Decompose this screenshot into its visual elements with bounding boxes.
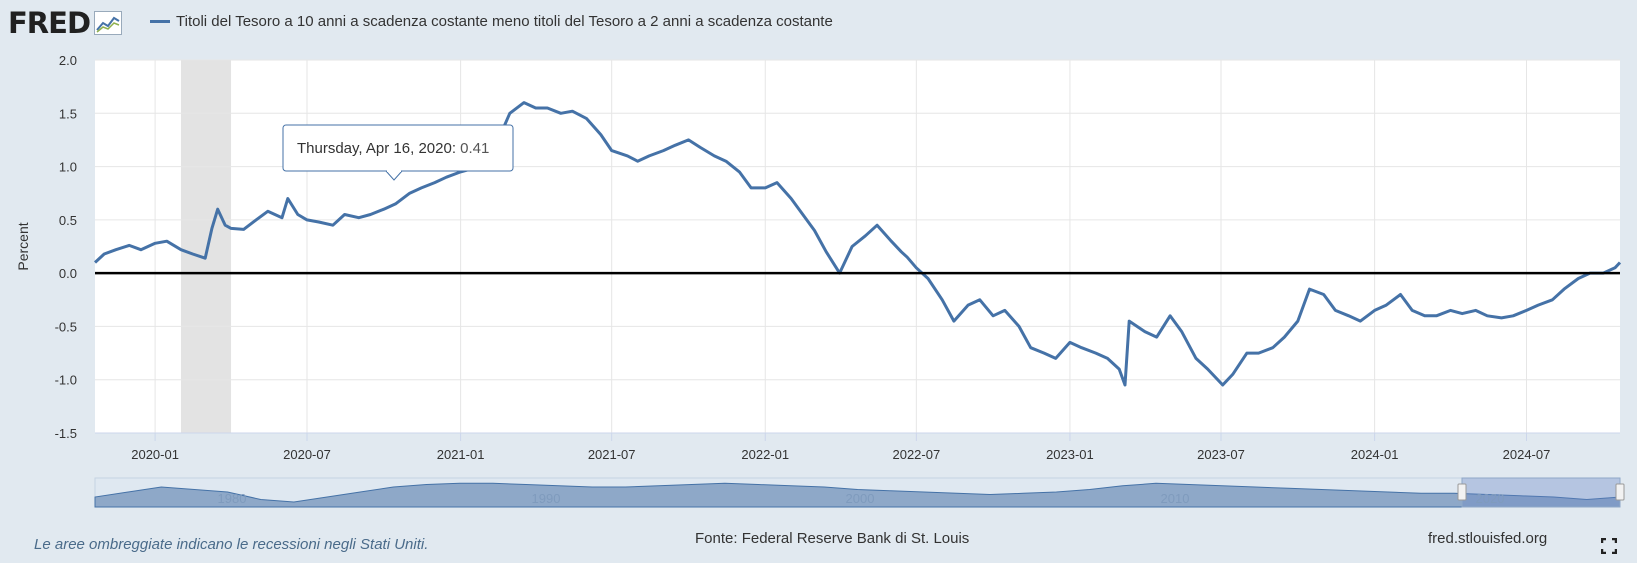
- navigator-label: 1990: [532, 491, 561, 506]
- recession-note: Le aree ombreggiate indicano le recessio…: [34, 536, 429, 553]
- navigator-label: 2000: [846, 491, 875, 506]
- tooltip-value: 0.41: [460, 140, 489, 157]
- x-tick-label: 2022-01: [741, 447, 789, 462]
- y-tick-label: 1.5: [59, 106, 77, 121]
- fred-logo[interactable]: FRED: [8, 6, 123, 40]
- x-tick-label: 2020-07: [283, 447, 331, 462]
- x-tick-label: 2023-01: [1046, 447, 1094, 462]
- legend-swatch: [150, 20, 170, 23]
- navigator: 1980 1990 2000 2010 2020: [94, 477, 1625, 508]
- x-tick-label: 2021-01: [437, 447, 485, 462]
- y-tick-label: 1.0: [59, 160, 77, 175]
- navigator-handle-left[interactable]: [1457, 483, 1467, 501]
- y-tick-label: -1.5: [55, 426, 77, 441]
- x-tick-label: 2022-07: [892, 447, 940, 462]
- series-line: [93, 101, 1622, 387]
- navigator-area: [94, 482, 1621, 508]
- plot-area: [95, 60, 1620, 433]
- tooltip-text: Thursday, Apr 16, 2020: 0.41: [297, 140, 489, 157]
- y-tick-label: 0.0: [59, 266, 77, 281]
- x-tick-label: 2024-01: [1351, 447, 1399, 462]
- y-tick-label: -1.0: [55, 373, 77, 388]
- y-tick-label: -0.5: [55, 319, 77, 334]
- fred-logo-text: FRED: [8, 6, 91, 40]
- navigator-handle-right[interactable]: [1615, 483, 1625, 501]
- navigator-label: 1980: [218, 491, 247, 506]
- navigator-selection: [1461, 477, 1621, 508]
- navigator-label: 2010: [1161, 491, 1190, 506]
- navigator-label: 2020: [1476, 491, 1505, 506]
- y-tick-label: 2.0: [59, 53, 77, 68]
- tooltip: Thursday, Apr 16, 2020: 0.41: [282, 124, 514, 181]
- chart-legend: Titoli del Tesoro a 10 anni a scadenza c…: [150, 13, 833, 30]
- x-tick-label: 2024-07: [1503, 447, 1551, 462]
- y-axis-title: Percent: [15, 222, 31, 270]
- legend-label: Titoli del Tesoro a 10 anni a scadenza c…: [176, 13, 833, 30]
- x-tick-label: 2023-07: [1197, 447, 1245, 462]
- fred-graph-icon: [94, 11, 123, 35]
- y-tick-label: 0.5: [59, 213, 77, 228]
- tooltip-pointer: [385, 170, 403, 181]
- fullscreen-icon[interactable]: [1601, 538, 1617, 554]
- tooltip-label: Thursday, Apr 16, 2020:: [297, 140, 460, 157]
- x-tick-label: 2020-01: [131, 447, 179, 462]
- site-link[interactable]: fred.stlouisfed.org: [1428, 530, 1548, 547]
- x-tick-label: 2021-07: [588, 447, 636, 462]
- recession-band: [180, 60, 232, 433]
- source-text: Fonte: Federal Reserve Bank di St. Louis: [695, 530, 970, 547]
